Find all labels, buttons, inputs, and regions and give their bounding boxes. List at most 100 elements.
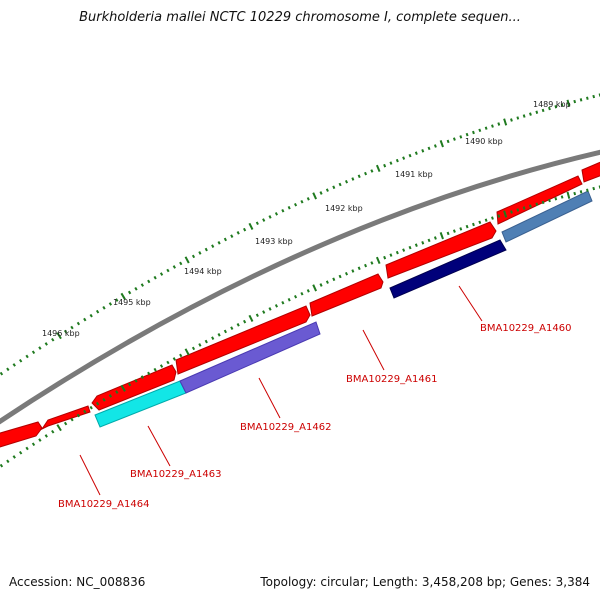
minor-tick: [452, 137, 456, 141]
gene-label-a1460[interactable]: BMA10229_A1460: [480, 323, 571, 334]
minor-tick: [115, 298, 119, 302]
minor-tick: [433, 144, 437, 148]
minor-tick: [179, 353, 183, 358]
minor-tick: [484, 126, 488, 130]
minor-tick: [287, 297, 291, 302]
minor-tick: [465, 224, 469, 229]
cds-feature[interactable]: [0, 421, 43, 450]
minor-tick: [204, 247, 208, 252]
minor-tick: [83, 409, 87, 414]
label-leaders: [79, 285, 483, 496]
cds-feature[interactable]: [581, 158, 600, 183]
minor-tick: [255, 221, 259, 226]
minor-tick: [70, 417, 74, 422]
scale-label: 1496 kbp: [42, 329, 80, 338]
leader-line-a1464: [79, 454, 101, 496]
gene-label-a1463[interactable]: BMA10229_A1463: [130, 469, 221, 480]
minor-tick: [357, 174, 361, 179]
scale-label: 1491 kbp: [395, 170, 433, 179]
minor-tick: [198, 343, 202, 347]
minor-tick: [459, 135, 463, 139]
minor-tick: [223, 237, 227, 242]
minor-tick: [31, 350, 36, 355]
cds-feature[interactable]: [175, 305, 311, 375]
minor-tick: [446, 139, 450, 144]
minor-tick: [0, 463, 4, 468]
cds-feature[interactable]: [496, 175, 583, 225]
minor-tick: [236, 231, 240, 235]
minor-tick: [281, 300, 285, 305]
minor-tick: [351, 177, 355, 181]
minor-tick: [38, 346, 42, 350]
minor-tick: [12, 455, 16, 459]
minor-tick: [414, 243, 418, 247]
minor-tick: [554, 105, 558, 109]
minor-tick: [262, 310, 266, 314]
minor-tick: [281, 208, 285, 213]
minor-tick: [332, 185, 336, 190]
minor-tick: [472, 222, 475, 227]
topology-summary: Topology: circular; Length: 3,458,208 bp…: [260, 575, 590, 589]
minor-tick: [592, 186, 596, 191]
gene-bar-a1460[interactable]: [389, 239, 507, 299]
cds-feature[interactable]: [40, 405, 91, 431]
minor-tick: [268, 215, 272, 219]
major-tick: [56, 332, 62, 340]
major-tick: [184, 256, 190, 264]
minor-tick: [529, 204, 532, 208]
minor-tick: [395, 158, 399, 163]
major-tick: [248, 222, 254, 230]
minor-tick: [364, 263, 368, 268]
gene-track: [94, 190, 593, 428]
minor-tick: [255, 313, 259, 318]
minor-tick: [166, 360, 170, 365]
minor-tick: [465, 132, 469, 137]
gene-label-a1461[interactable]: BMA10229_A1461: [346, 374, 437, 385]
minor-tick: [338, 182, 342, 187]
minor-tick: [325, 280, 329, 284]
minor-tick: [89, 405, 93, 410]
minor-tick: [191, 254, 196, 259]
minor-tick: [491, 216, 494, 220]
minor-tick: [497, 122, 501, 126]
minor-tick: [548, 198, 551, 203]
minor-tick: [25, 354, 29, 359]
cds-feature[interactable]: [91, 364, 177, 411]
minor-tick: [274, 304, 279, 308]
major-tick: [439, 140, 444, 148]
minor-tick: [306, 197, 310, 201]
gene-bar-a1461[interactable]: [501, 190, 593, 243]
accession-text: Accession: NC_008836: [9, 575, 146, 589]
cds-feature[interactable]: [309, 273, 384, 317]
minor-tick: [351, 269, 355, 273]
minor-tick: [497, 214, 501, 218]
minor-tick: [31, 442, 36, 447]
minor-tick: [402, 248, 406, 252]
major-tick: [120, 292, 126, 300]
gene-label-a1462[interactable]: BMA10229_A1462: [240, 422, 331, 433]
major-tick: [566, 99, 571, 107]
major-tick: [312, 192, 318, 200]
major-tick: [120, 384, 126, 392]
minor-tick: [421, 149, 425, 153]
cds-feature[interactable]: [385, 221, 497, 279]
major-tick: [375, 256, 381, 264]
minor-tick: [548, 106, 551, 111]
gene-label-a1464[interactable]: BMA10229_A1464: [58, 499, 149, 510]
minor-tick: [38, 438, 42, 442]
minor-tick: [433, 236, 437, 240]
minor-tick: [535, 110, 539, 114]
minor-tick: [408, 153, 412, 158]
major-tick: [248, 314, 254, 322]
major-tick: [56, 424, 62, 432]
gene-bar-a1462[interactable]: [179, 321, 321, 394]
minor-tick: [230, 234, 234, 238]
minor-tick: [586, 96, 589, 100]
minor-tick: [383, 163, 387, 168]
minor-tick: [76, 321, 81, 326]
scale-label: 1489 kbp: [533, 100, 571, 109]
minor-tick: [44, 342, 48, 346]
scale-label: 1492 kbp: [325, 204, 363, 213]
minor-tick: [529, 112, 532, 116]
